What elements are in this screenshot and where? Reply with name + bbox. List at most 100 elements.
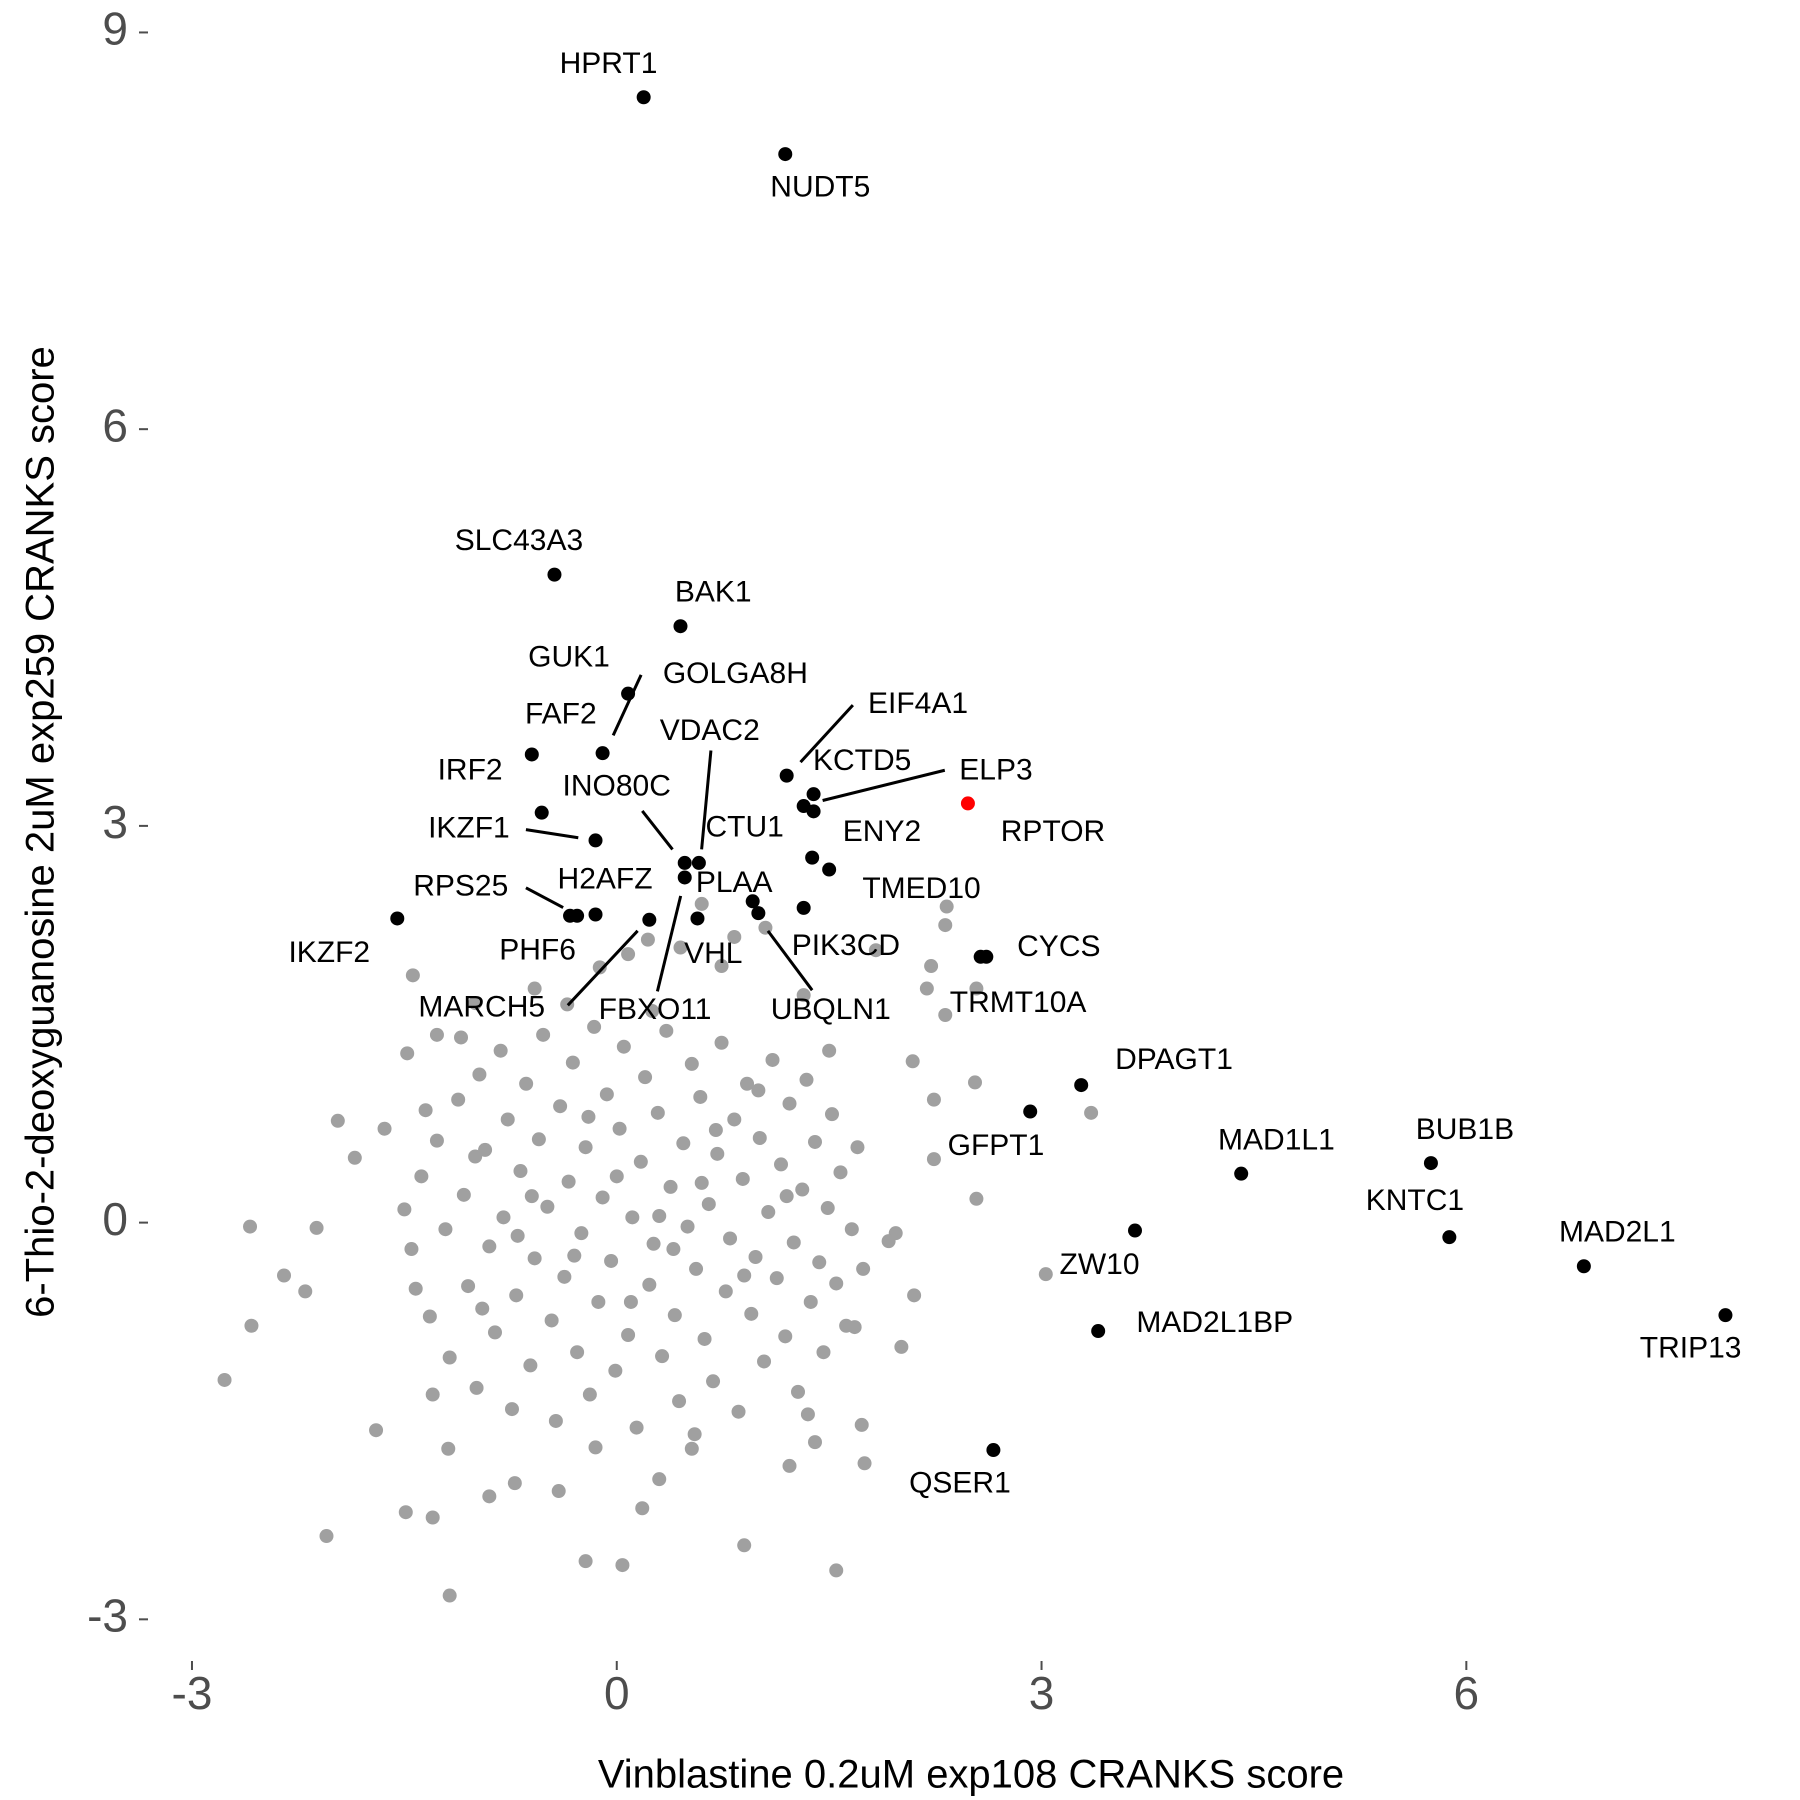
background-point [694, 896, 709, 911]
background-point [807, 1134, 822, 1149]
leader-line [566, 929, 639, 1007]
gene-point [778, 147, 793, 162]
background-point [778, 1329, 793, 1344]
background-point [524, 1189, 539, 1204]
background-point [752, 1130, 767, 1145]
gene-point-label: PHF6 [499, 934, 576, 967]
background-point [706, 1374, 721, 1389]
background-point [938, 1007, 953, 1022]
gene-point-label: UBQLN1 [771, 993, 891, 1026]
background-point [833, 1165, 848, 1180]
background-point [786, 1235, 801, 1250]
gene-point-label: FBXO11 [599, 993, 712, 1026]
background-point [646, 1236, 661, 1251]
background-point [926, 1092, 941, 1107]
background-point [557, 1269, 572, 1284]
background-point [761, 1205, 776, 1220]
gene-point [973, 949, 988, 964]
background-point [718, 1284, 733, 1299]
gene-point [806, 804, 821, 819]
background-point [595, 1190, 610, 1205]
background-point [623, 1294, 638, 1309]
gene-point-label: BAK1 [675, 575, 752, 608]
background-point [482, 1489, 497, 1504]
background-point [408, 1281, 423, 1296]
gene-point-label: IRF2 [438, 753, 503, 786]
background-point [782, 1458, 797, 1473]
background-point [684, 1056, 699, 1071]
background-point [635, 1501, 650, 1516]
background-point [608, 1363, 623, 1378]
background-point [369, 1423, 384, 1438]
background-point [829, 1276, 844, 1291]
background-point [645, 1004, 660, 1019]
gene-point [636, 90, 651, 105]
background-point [1038, 1267, 1053, 1282]
background-point [588, 1440, 603, 1455]
background-point [642, 1277, 657, 1292]
background-point [347, 1150, 362, 1165]
background-point [482, 1239, 497, 1254]
background-point [548, 1413, 563, 1428]
background-point [567, 1248, 582, 1263]
background-point [309, 1220, 324, 1235]
background-point [487, 1325, 502, 1340]
background-point [609, 1169, 624, 1184]
background-point [553, 1099, 568, 1114]
x-tick-label: 6 [1454, 1667, 1480, 1719]
background-point [839, 1318, 854, 1333]
gene-point-label: HPRT1 [560, 47, 658, 80]
gene-point-label: VDAC2 [660, 714, 760, 747]
gene-point-label: EIF4A1 [868, 687, 968, 720]
leader-line [799, 704, 854, 764]
background-point [723, 1231, 738, 1246]
background-point [714, 959, 729, 974]
gene-point-label: VHL [684, 937, 742, 970]
gene-point-label: IKZF2 [288, 936, 370, 969]
background-point [667, 1308, 682, 1323]
y-tick-label: -3 [87, 1589, 128, 1641]
background-point [414, 1169, 429, 1184]
gene-point [547, 567, 562, 582]
gene-point [677, 855, 692, 870]
gene-point-label: PIK3CD [792, 929, 900, 962]
gene-point [751, 906, 766, 921]
background-point [727, 929, 742, 944]
background-point [441, 1441, 456, 1456]
background-point [795, 1182, 810, 1197]
leader-line [525, 886, 564, 909]
highlight-point [960, 796, 975, 811]
gene-point-label: PLAA [696, 866, 773, 899]
background-point [939, 899, 954, 914]
background-point [587, 1019, 602, 1034]
gene-point [588, 833, 603, 848]
background-point [504, 1402, 519, 1417]
background-point [578, 1554, 593, 1569]
y-tick-label: 9 [102, 3, 128, 55]
gene-point-label: TRMT10A [950, 986, 1087, 1019]
background-point [824, 1107, 839, 1122]
background-point [680, 1219, 695, 1234]
background-point [765, 1052, 780, 1067]
background-point [442, 1588, 457, 1603]
background-point [697, 1331, 712, 1346]
leader-line [655, 895, 683, 992]
gene-point-label: SLC43A3 [455, 524, 583, 557]
leader-line [822, 768, 946, 802]
background-point [540, 1199, 555, 1214]
background-point [243, 1219, 258, 1234]
background-point [615, 1558, 630, 1573]
background-point [791, 1384, 806, 1399]
background-point [377, 1121, 392, 1136]
gene-point-label: IKZF1 [428, 812, 510, 845]
background-point [774, 1157, 789, 1172]
background-point [907, 1288, 922, 1303]
background-point [469, 1380, 484, 1395]
background-point [461, 1279, 476, 1294]
gene-point [642, 912, 657, 927]
background-point [500, 1112, 515, 1127]
background-point [881, 1234, 896, 1249]
background-point [800, 1407, 815, 1422]
background-point [701, 1197, 716, 1212]
